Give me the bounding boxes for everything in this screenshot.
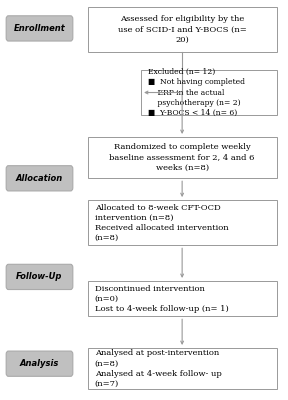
FancyBboxPatch shape [6, 16, 73, 41]
FancyBboxPatch shape [6, 166, 73, 191]
FancyBboxPatch shape [88, 7, 277, 52]
Text: Analysed at post-intervention
(n=8)
Analysed at 4-week follow- up
(n=7): Analysed at post-intervention (n=8) Anal… [94, 350, 221, 388]
FancyBboxPatch shape [6, 351, 73, 376]
Text: Assessed for eligibility by the
use of SCID-I and Y-BOCS (n=
20): Assessed for eligibility by the use of S… [118, 15, 247, 44]
Text: Allocated to 8-week CFT-OCD
intervention (n=8)
Received allocated intervention
(: Allocated to 8-week CFT-OCD intervention… [94, 204, 228, 242]
Text: Enrollment: Enrollment [14, 24, 65, 33]
FancyBboxPatch shape [88, 137, 277, 178]
FancyBboxPatch shape [88, 200, 277, 245]
FancyBboxPatch shape [141, 70, 277, 115]
Text: Randomized to complete weekly
baseline assessment for 2, 4 and 6
weeks (n=8): Randomized to complete weekly baseline a… [109, 144, 255, 172]
FancyBboxPatch shape [88, 281, 277, 316]
FancyBboxPatch shape [6, 264, 73, 290]
Text: Allocation: Allocation [16, 174, 63, 183]
Text: Excluded (n= 12)
■  Not having completed
    ERP in the actual
    psychotherapy: Excluded (n= 12) ■ Not having completed … [148, 68, 245, 117]
Text: Discontinued intervention
(n=0)
Lost to 4-week follow-up (n= 1): Discontinued intervention (n=0) Lost to … [94, 284, 228, 313]
FancyBboxPatch shape [88, 348, 277, 389]
Text: Follow-Up: Follow-Up [16, 272, 63, 282]
Text: Analysis: Analysis [20, 359, 59, 368]
